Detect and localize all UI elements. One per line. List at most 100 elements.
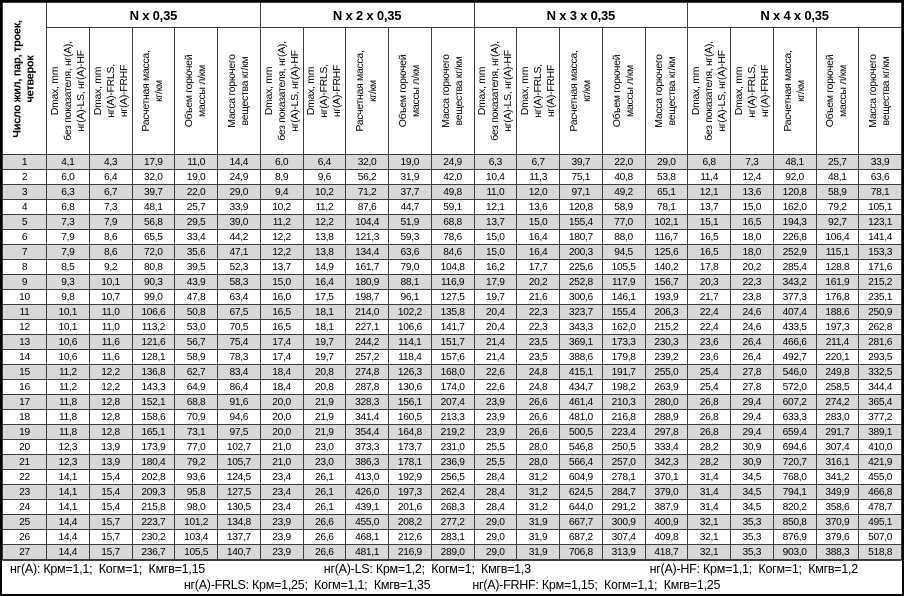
column-header-label: Масса горючего вещества кг/км bbox=[653, 54, 679, 128]
column-header-cell: Dmax, mm нг(А)-FRLS, нг(А)-FRHF bbox=[302, 27, 347, 155]
table-cell: 21,6 bbox=[516, 289, 560, 305]
table-cell: 65,1 bbox=[644, 184, 689, 200]
table-cell: 114,1 bbox=[388, 334, 432, 350]
column-header-cell: Dmax, mm нг(А)-FRLS, нг(А)-FRHF bbox=[730, 27, 774, 155]
table-cell: 17,4 bbox=[259, 349, 304, 365]
table-cell: 31,2 bbox=[516, 484, 560, 500]
table-cell: 20,2 bbox=[730, 259, 774, 275]
table-cell: 213,3 bbox=[430, 409, 475, 425]
table-cell: 29,0 bbox=[473, 544, 518, 560]
table-cell: 71,2 bbox=[345, 184, 389, 200]
table-cell: 197,3 bbox=[815, 319, 860, 335]
table-cell: 120,8 bbox=[772, 184, 817, 200]
column-header-label: Масса горючего вещества кг/км bbox=[867, 54, 893, 128]
table-cell: 207,4 bbox=[430, 394, 475, 410]
table-row: 27 14,4 15,7 236,7 105,5 140,7 23,9 26,6 481,1 21… bbox=[2, 544, 902, 560]
table-cell: 25,7 bbox=[815, 154, 860, 170]
table-cell: 15,0 bbox=[473, 229, 518, 245]
table-cell: 130,6 bbox=[388, 379, 432, 395]
table-cell: 333,4 bbox=[644, 439, 689, 455]
column-header-cell: Dmax, mm без показателя, нг(А), нг(А)-LS… bbox=[46, 27, 90, 155]
column-header-cell: Масса горючего вещества кг/км bbox=[644, 27, 689, 155]
table-row: 8 8,5 9,2 80,8 39,5 52,3 13,7 14,9 161,7 79,0 104,… bbox=[2, 259, 902, 275]
table-cell: 140,7 bbox=[217, 544, 261, 560]
table-cell: 25,4 bbox=[687, 379, 731, 395]
table-cell: 62,7 bbox=[174, 364, 218, 380]
table-cell: 607,2 bbox=[772, 394, 817, 410]
table-cell: 410,0 bbox=[858, 439, 902, 455]
table-cell: 52,3 bbox=[217, 259, 261, 275]
table-cell: 307,4 bbox=[601, 529, 646, 545]
table-cell: 249,8 bbox=[815, 364, 860, 380]
table-cell: 365,4 bbox=[858, 394, 902, 410]
table-cell: 116,7 bbox=[644, 229, 689, 245]
table-cell: 65,5 bbox=[131, 229, 176, 245]
table-cell: 7,9 bbox=[46, 229, 90, 245]
table-cell: 63,6 bbox=[858, 169, 902, 185]
table-row: 23 14,1 15,4 209,3 95,8 127,5 23,4 26,1 426,0 197… bbox=[2, 484, 902, 500]
column-header-label: Объем горючей массы л/км bbox=[183, 54, 209, 128]
table-row: 20 12,3 13,9 173,9 77,0 102,7 21,0 23,0 373,3 173… bbox=[2, 439, 902, 455]
column-header-label: Масса горючего вещества кг/км bbox=[226, 54, 251, 128]
column-header-cell: Объем горючей массы л/км bbox=[601, 27, 646, 155]
table-cell: 215,2 bbox=[644, 319, 689, 335]
table-cell: 468,1 bbox=[345, 529, 389, 545]
table-cell: 26,1 bbox=[302, 499, 347, 515]
row-number: 6 bbox=[2, 229, 47, 245]
table-cell: 15,4 bbox=[88, 469, 133, 485]
table-cell: 27,8 bbox=[730, 379, 774, 395]
table-cell: 40,8 bbox=[601, 169, 646, 185]
table-cell: 34,5 bbox=[730, 469, 774, 485]
table-cell: 39,5 bbox=[174, 259, 218, 275]
table-cell: 507,0 bbox=[858, 529, 902, 545]
table-cell: 29,4 bbox=[730, 409, 774, 425]
table-cell: 39,0 bbox=[217, 214, 261, 230]
table-cell: 193,9 bbox=[644, 289, 689, 305]
table-cell: 323,7 bbox=[559, 304, 603, 320]
table-cell: 29,0 bbox=[217, 184, 261, 200]
table-cell: 12,1 bbox=[473, 199, 518, 215]
table-cell: 11,6 bbox=[88, 349, 133, 365]
table-cell: 19,0 bbox=[388, 154, 432, 170]
table-cell: 687,2 bbox=[559, 529, 603, 545]
table-cell: 15,0 bbox=[730, 199, 774, 215]
table-cell: 33,9 bbox=[858, 154, 902, 170]
table-cell: 22,3 bbox=[516, 304, 560, 320]
table-cell: 162,0 bbox=[601, 319, 646, 335]
table-cell: 96,1 bbox=[388, 289, 432, 305]
note-ng-a-frls: нг(А)-FRLS: Крм=1,25; Когм=1,1; Кмгв=1,3… bbox=[183, 577, 431, 592]
table-cell: 32,1 bbox=[687, 514, 731, 530]
table-cell: 7,9 bbox=[46, 244, 90, 260]
table-row: 2 6,0 6,4 32,0 19,0 24,9 8,9 9,6 56,2 31,9 42,0 10,… bbox=[2, 169, 902, 185]
table-cell: 11,2 bbox=[46, 379, 90, 395]
table-cell: 6,8 bbox=[687, 154, 731, 170]
table-cell: 23,8 bbox=[730, 289, 774, 305]
table-cell: 415,1 bbox=[559, 364, 603, 380]
table-cell: 37,7 bbox=[388, 184, 432, 200]
table-cell: 12,8 bbox=[88, 409, 133, 425]
table-cell: 20,4 bbox=[473, 304, 518, 320]
table-cell: 694,6 bbox=[772, 439, 817, 455]
table-cell: 47,1 bbox=[217, 244, 261, 260]
table-cell: 10,2 bbox=[302, 184, 347, 200]
table-cell: 137,7 bbox=[217, 529, 261, 545]
table-cell: 165,1 bbox=[131, 424, 176, 440]
table-cell: 500,5 bbox=[559, 424, 603, 440]
column-header-cell: Масса горючего вещества кг/км bbox=[217, 27, 261, 155]
table-cell: 127,5 bbox=[430, 289, 475, 305]
table-cell: 268,3 bbox=[430, 499, 475, 515]
table-cell: 23,4 bbox=[259, 499, 304, 515]
table-cell: 21,9 bbox=[302, 394, 347, 410]
table-cell: 51,9 bbox=[388, 214, 432, 230]
row-number: 20 bbox=[2, 439, 47, 455]
table-cell: 30,9 bbox=[730, 454, 774, 470]
table-cell: 6,3 bbox=[473, 154, 518, 170]
table-cell: 300,9 bbox=[601, 514, 646, 530]
table-cell: 297,8 bbox=[644, 424, 689, 440]
table-cell: 23,9 bbox=[259, 544, 304, 560]
row-number: 27 bbox=[2, 544, 47, 560]
table-cell: 289,0 bbox=[430, 544, 475, 560]
coefficient-notes: нг(А): Крм=1,1; Когм=1; Кмгв=1,15 нг(А)-… bbox=[2, 560, 902, 594]
table-cell: 14,1 bbox=[46, 469, 90, 485]
table-cell: 22,6 bbox=[473, 379, 518, 395]
